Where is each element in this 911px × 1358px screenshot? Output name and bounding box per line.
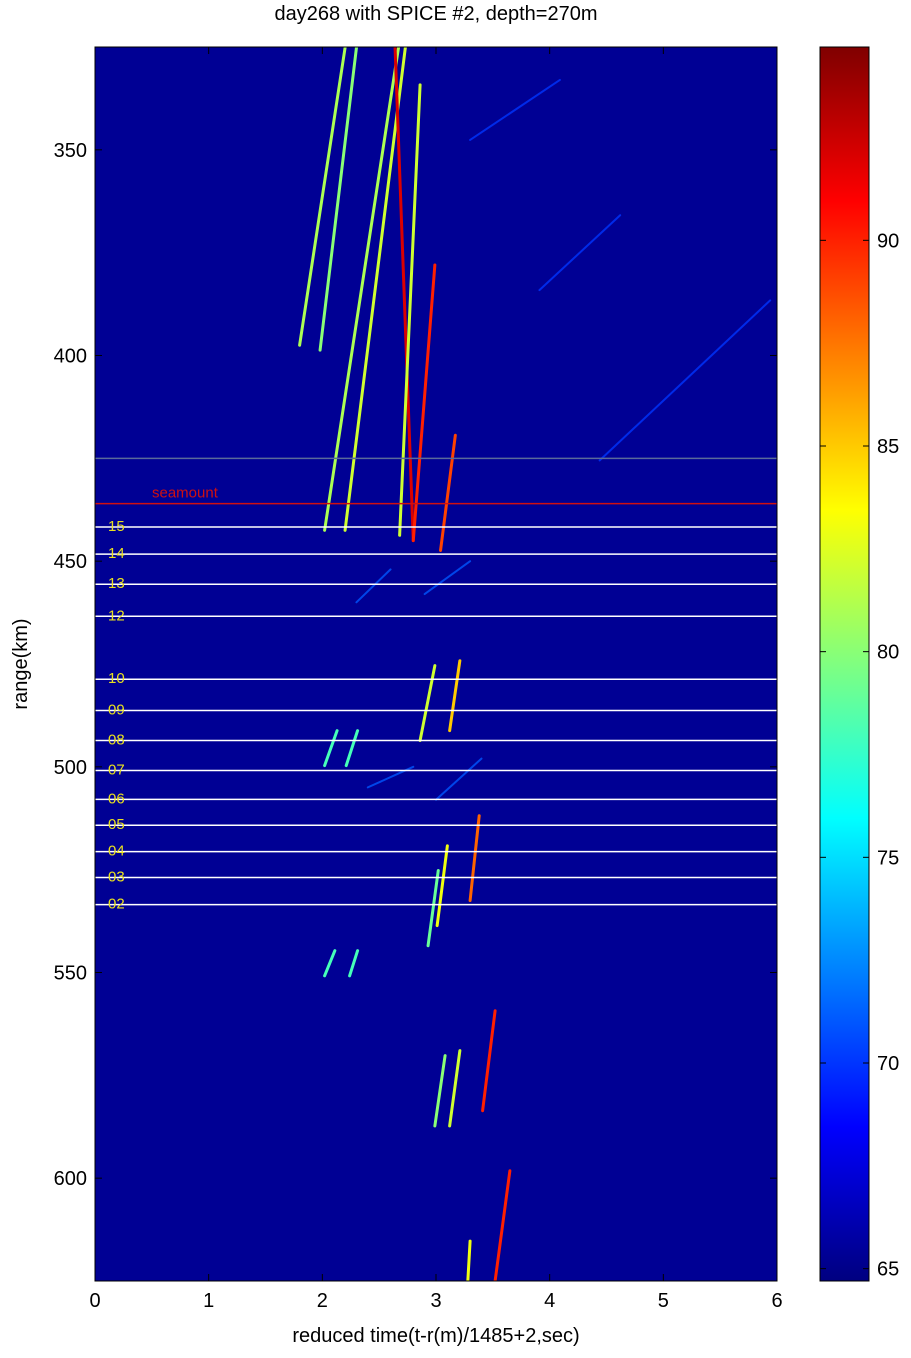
- range-line-label: 03: [108, 868, 125, 885]
- range-line-label: 02: [108, 896, 125, 913]
- arrival-streak: [468, 814, 481, 903]
- range-line-label: seamount: [152, 485, 219, 502]
- x-tick-label: 6: [771, 1290, 782, 1312]
- colorbar-tick-label: 80: [877, 642, 899, 664]
- arrival-streak: [318, 47, 358, 352]
- range-line-label: 10: [108, 670, 125, 687]
- colorbar: [819, 46, 870, 1282]
- range-line-label: 12: [108, 607, 125, 624]
- y-tick-label: 600: [54, 1168, 87, 1190]
- x-tick-label: 3: [430, 1290, 441, 1312]
- arrival-streak: [343, 47, 407, 532]
- y-tick-label: 450: [54, 551, 87, 573]
- arrival-streak: [435, 844, 449, 928]
- range-line-label: 15: [108, 518, 125, 535]
- arrival-streak: [469, 78, 561, 141]
- range-line-label: 13: [108, 575, 125, 592]
- arrival-streak: [398, 83, 422, 537]
- range-line-label: 14: [108, 545, 125, 562]
- arrival-streak: [348, 949, 360, 978]
- chart-title: day268 with SPICE #2, depth=270m: [275, 3, 598, 25]
- colorbar-tick-label: 65: [877, 1259, 899, 1281]
- arrival-streak: [448, 659, 462, 733]
- colorbar-tick-label: 85: [877, 436, 899, 458]
- arrival-streak: [481, 1009, 497, 1113]
- x-tick-label: 1: [203, 1290, 214, 1312]
- colorbar-tick-label: 75: [877, 847, 899, 869]
- y-tick-label: 350: [54, 140, 87, 162]
- arrival-streak: [323, 47, 400, 532]
- y-axis-label: range(km): [10, 618, 32, 709]
- arrival-streak: [598, 299, 772, 462]
- y-tick-label: 500: [54, 757, 87, 779]
- range-line-label: 06: [108, 790, 125, 807]
- arrival-streak: [411, 263, 437, 543]
- arrival-streak: [344, 729, 360, 768]
- arrival-streak: [435, 757, 483, 801]
- arrival-streak: [448, 1049, 462, 1128]
- arrival-streak: [298, 47, 347, 347]
- arrival-streak: [323, 729, 339, 768]
- x-tick-label: 4: [544, 1290, 555, 1312]
- range-line-label: 08: [108, 732, 125, 749]
- colorbar-tick-label: 90: [877, 230, 899, 252]
- x-tick-label: 2: [317, 1290, 328, 1312]
- arrival-streak: [538, 214, 622, 292]
- x-tick-label: 5: [658, 1290, 669, 1312]
- arrival-streak: [426, 868, 440, 948]
- arrival-streak: [355, 568, 392, 604]
- arrival-streak: [493, 1169, 512, 1281]
- y-tick-label: 550: [54, 963, 87, 985]
- arrival-streak: [423, 560, 472, 596]
- x-tick-label: 0: [89, 1290, 100, 1312]
- arrival-streak: [466, 1239, 472, 1281]
- plot-area: [95, 47, 777, 1281]
- range-line-label: 07: [108, 762, 125, 779]
- arrival-streak: [323, 949, 337, 978]
- heatmap-background: [95, 47, 777, 1281]
- range-line-label: 04: [108, 843, 125, 860]
- colorbar-tick-label: 70: [877, 1053, 899, 1075]
- x-axis-label: reduced time(t-r(m)/1485+2,sec): [292, 1325, 579, 1347]
- arrival-streak: [418, 664, 437, 743]
- range-line-label: 09: [108, 701, 125, 718]
- arrival-streak: [439, 433, 457, 552]
- arrival-streak: [433, 1054, 447, 1128]
- range-line-label: 05: [108, 816, 125, 833]
- y-tick-label: 400: [54, 346, 87, 368]
